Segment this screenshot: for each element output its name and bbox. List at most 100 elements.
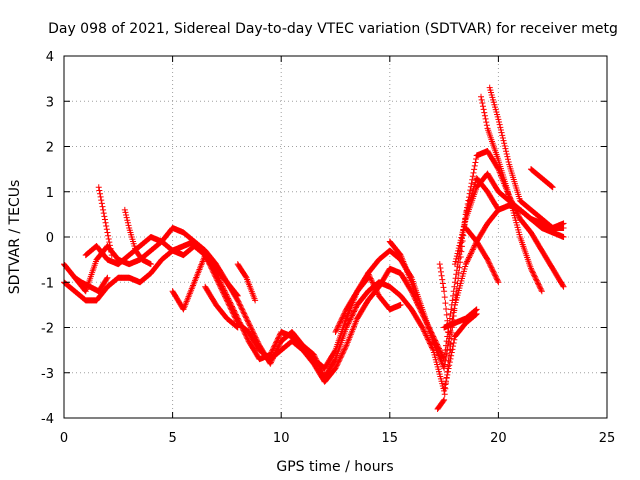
data-point bbox=[433, 340, 440, 347]
data-point bbox=[529, 269, 536, 276]
data-point bbox=[481, 109, 488, 116]
data-point bbox=[416, 305, 423, 312]
data-point bbox=[536, 284, 543, 291]
data-point bbox=[464, 257, 471, 264]
data-point bbox=[457, 239, 464, 246]
data-point bbox=[455, 247, 462, 254]
data-point bbox=[532, 274, 539, 281]
data-point bbox=[427, 340, 434, 347]
data-point bbox=[244, 317, 251, 324]
data-point bbox=[250, 330, 257, 337]
data-point bbox=[423, 320, 430, 327]
data-point bbox=[535, 280, 542, 287]
data-point bbox=[469, 173, 476, 180]
data-point bbox=[457, 237, 464, 244]
data-point bbox=[422, 331, 429, 338]
data-point bbox=[430, 333, 437, 340]
data-point bbox=[441, 396, 448, 403]
data-point bbox=[492, 273, 499, 280]
data-point bbox=[332, 365, 339, 372]
data-point bbox=[487, 261, 494, 268]
data-point bbox=[238, 305, 245, 312]
data-point bbox=[417, 306, 424, 313]
data-point bbox=[349, 311, 356, 318]
data-point bbox=[103, 226, 110, 233]
data-point bbox=[450, 339, 457, 346]
data-point bbox=[246, 322, 253, 329]
data-point bbox=[103, 223, 110, 230]
data-point bbox=[440, 397, 447, 404]
data-point bbox=[465, 255, 472, 262]
data-point bbox=[451, 279, 458, 286]
data-point bbox=[456, 264, 463, 271]
data-point bbox=[528, 267, 535, 274]
data-point bbox=[243, 314, 250, 321]
data-point bbox=[560, 220, 567, 227]
data-point bbox=[276, 342, 283, 349]
data-point bbox=[351, 307, 358, 314]
data-point bbox=[560, 283, 567, 290]
data-point bbox=[222, 294, 229, 301]
data-point bbox=[105, 235, 112, 242]
data-point bbox=[439, 352, 446, 359]
data-point bbox=[487, 263, 494, 270]
data-point bbox=[221, 292, 228, 299]
data-point bbox=[432, 337, 439, 344]
data-point bbox=[105, 232, 112, 239]
y-tick-label: -2 bbox=[41, 322, 54, 337]
data-point bbox=[446, 341, 453, 348]
data-point bbox=[479, 100, 486, 107]
data-point bbox=[445, 329, 452, 336]
data-point bbox=[461, 221, 468, 228]
data-point bbox=[218, 286, 225, 293]
axis-ticks: 0 5 10 15 20 25 -4 -3 -2 -1 0 1 2 3 4 bbox=[41, 50, 615, 446]
data-point bbox=[538, 286, 545, 293]
data-point bbox=[419, 310, 426, 317]
data-point bbox=[469, 247, 476, 254]
data-point bbox=[424, 321, 431, 328]
data-point bbox=[504, 156, 511, 163]
data-point bbox=[217, 284, 224, 291]
data-point bbox=[495, 116, 502, 123]
data-point bbox=[529, 268, 536, 275]
data-point bbox=[442, 385, 449, 392]
data-point bbox=[443, 380, 450, 387]
data-point bbox=[441, 384, 448, 391]
data-point bbox=[449, 297, 456, 304]
data-point bbox=[211, 272, 218, 279]
data-point bbox=[450, 292, 457, 299]
y-tick-label: 0 bbox=[46, 231, 54, 246]
data-point bbox=[415, 302, 422, 309]
y-tick-label: 1 bbox=[46, 186, 54, 201]
data-point bbox=[444, 317, 451, 324]
data-point bbox=[223, 296, 230, 303]
data-point bbox=[534, 278, 541, 285]
data-point bbox=[230, 310, 237, 317]
data-point bbox=[559, 282, 566, 289]
data-point bbox=[340, 347, 347, 354]
data-point bbox=[530, 270, 537, 277]
data-point bbox=[440, 354, 447, 361]
data-point bbox=[239, 307, 246, 314]
data-point bbox=[471, 162, 478, 169]
data-point bbox=[434, 341, 441, 348]
data-point bbox=[209, 268, 216, 275]
data-point bbox=[441, 356, 448, 363]
data-point bbox=[339, 350, 346, 357]
data-point bbox=[436, 346, 443, 353]
data-point bbox=[455, 245, 462, 252]
data-point bbox=[435, 345, 442, 352]
data-point bbox=[452, 258, 459, 265]
data-point bbox=[466, 190, 473, 197]
data-point bbox=[338, 351, 345, 358]
data-point bbox=[276, 340, 283, 347]
data-point bbox=[427, 341, 434, 348]
data-point bbox=[494, 277, 501, 284]
data-point bbox=[439, 276, 446, 283]
data-point bbox=[423, 333, 430, 340]
data-point bbox=[438, 272, 445, 279]
data-point bbox=[247, 323, 254, 330]
data-point bbox=[423, 332, 430, 339]
data-point bbox=[447, 347, 454, 354]
data-point bbox=[537, 285, 544, 292]
